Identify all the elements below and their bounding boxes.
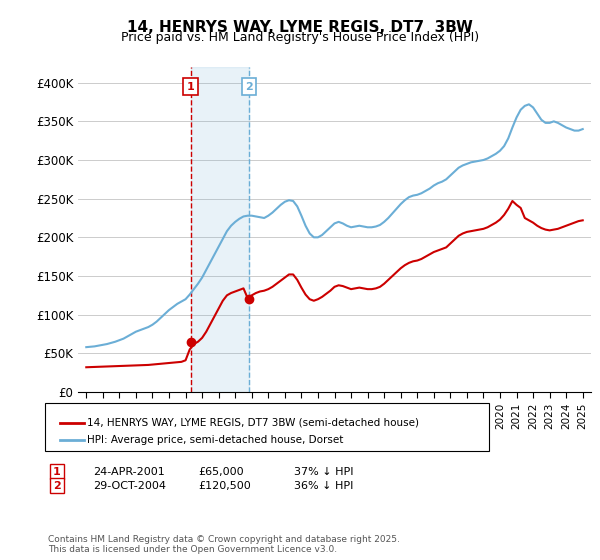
- Text: HPI: Average price, semi-detached house, Dorset: HPI: Average price, semi-detached house,…: [87, 435, 343, 445]
- Text: Price paid vs. HM Land Registry's House Price Index (HPI): Price paid vs. HM Land Registry's House …: [121, 31, 479, 44]
- Text: 2: 2: [53, 480, 61, 491]
- Bar: [191, 67, 249, 392]
- Text: 24-APR-2001: 24-APR-2001: [93, 466, 165, 477]
- Text: 2: 2: [245, 82, 253, 91]
- Text: 37% ↓ HPI: 37% ↓ HPI: [294, 466, 353, 477]
- Text: 14, HENRYS WAY, LYME REGIS, DT7  3BW: 14, HENRYS WAY, LYME REGIS, DT7 3BW: [127, 20, 473, 35]
- Text: 1: 1: [53, 466, 61, 477]
- Text: 14, HENRYS WAY, LYME REGIS, DT7 3BW (semi-detached house): 14, HENRYS WAY, LYME REGIS, DT7 3BW (sem…: [87, 418, 419, 428]
- Text: £120,500: £120,500: [198, 480, 251, 491]
- Text: £65,000: £65,000: [198, 466, 244, 477]
- Text: 1: 1: [187, 82, 194, 91]
- Text: 29-OCT-2004: 29-OCT-2004: [93, 480, 166, 491]
- Text: 36% ↓ HPI: 36% ↓ HPI: [294, 480, 353, 491]
- Text: Contains HM Land Registry data © Crown copyright and database right 2025.
This d: Contains HM Land Registry data © Crown c…: [48, 535, 400, 554]
